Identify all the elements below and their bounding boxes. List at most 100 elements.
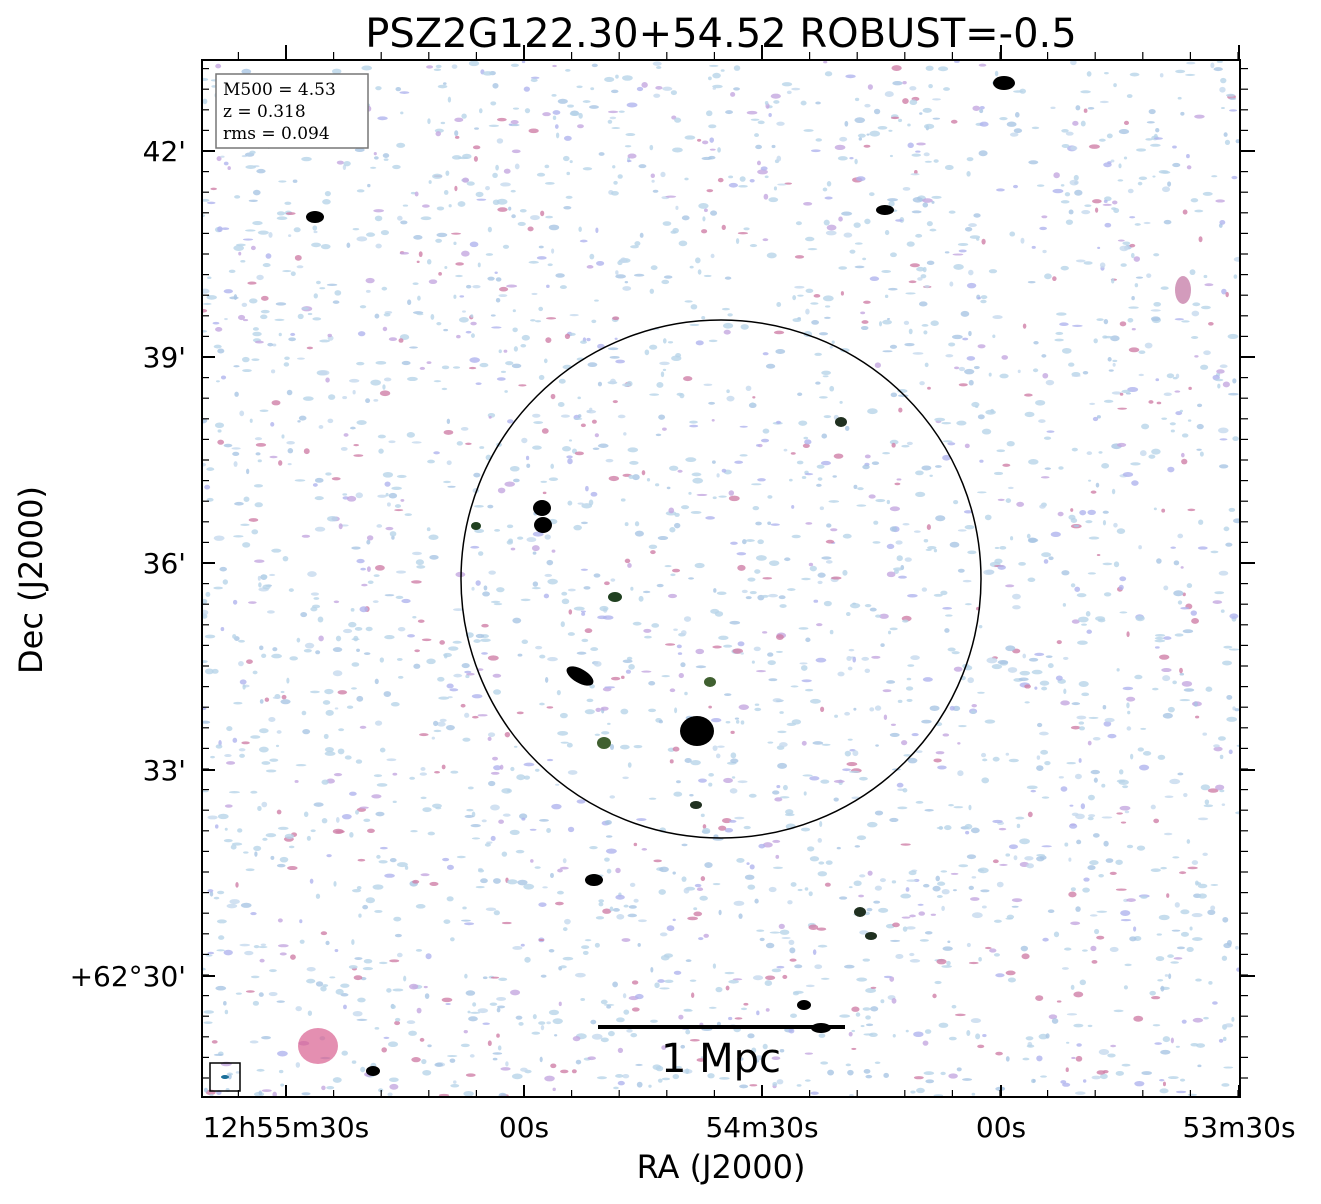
noise-blob	[1213, 746, 1223, 752]
noise-blob	[426, 361, 432, 364]
noise-blob	[949, 705, 955, 711]
noise-blob	[673, 791, 683, 797]
noise-blob	[997, 565, 1006, 570]
noise-blob	[1215, 199, 1226, 203]
noise-blob	[1040, 476, 1050, 479]
noise-blob	[684, 758, 692, 763]
noise-blob	[805, 288, 814, 293]
noise-blob	[461, 250, 470, 257]
noise-blob	[359, 305, 367, 309]
noise-blob	[374, 909, 383, 913]
noise-blob	[204, 634, 216, 639]
noise-blob	[1192, 1017, 1204, 1023]
noise-blob	[1075, 906, 1081, 912]
noise-blob	[306, 346, 313, 350]
noise-blob	[592, 447, 600, 450]
noise-blob	[1041, 686, 1048, 691]
noise-blob	[262, 584, 271, 590]
beam	[221, 1075, 229, 1079]
noise-blob	[584, 709, 595, 715]
noise-blob	[889, 526, 898, 532]
noise-blob	[867, 408, 878, 415]
noise-blob	[613, 180, 618, 185]
noise-blob	[427, 831, 436, 836]
noise-blob	[288, 337, 296, 342]
noise-blob	[416, 312, 424, 316]
noise-blob	[254, 502, 263, 508]
noise-blob	[665, 643, 676, 646]
noise-blob	[1120, 821, 1127, 824]
noise-blob	[560, 414, 570, 418]
noise-blob	[1217, 427, 1229, 434]
noise-blob	[437, 721, 446, 727]
noise-blob	[1082, 887, 1090, 893]
noise-blob	[702, 216, 706, 222]
noise-blob	[800, 100, 807, 106]
noise-blob	[327, 418, 334, 424]
noise-blob	[778, 595, 786, 600]
noise-blob	[514, 163, 520, 170]
noise-blob	[1061, 967, 1069, 970]
noise-blob	[356, 558, 365, 564]
noise-blob	[843, 232, 853, 238]
noise-blob	[790, 882, 797, 887]
noise-blob	[453, 241, 457, 246]
noise-blob	[952, 253, 964, 256]
noise-blob	[787, 900, 793, 905]
noise-blob	[1222, 381, 1230, 388]
noise-blob	[968, 379, 974, 386]
noise-blob	[211, 1040, 218, 1044]
noise-blob	[627, 913, 638, 918]
noise-blob	[895, 540, 903, 545]
noise-blob	[450, 937, 455, 942]
noise-blob	[689, 424, 699, 428]
noise-blob	[767, 660, 776, 666]
noise-blob	[374, 720, 383, 726]
noise-blob	[768, 560, 780, 566]
noise-blob	[620, 708, 629, 715]
noise-blob	[1182, 209, 1188, 215]
noise-blob	[889, 627, 898, 631]
noise-blob	[1167, 954, 1174, 958]
noise-blob	[536, 172, 546, 177]
noise-blob	[833, 779, 845, 783]
noise-blob	[707, 1073, 715, 1079]
noise-blob	[736, 1057, 744, 1062]
noise-blob	[202, 198, 210, 202]
noise-blob	[674, 707, 678, 714]
noise-blob	[478, 551, 484, 556]
noise-blob	[1089, 860, 1099, 866]
noise-blob	[979, 459, 984, 463]
noise-blob	[564, 333, 571, 340]
noise-blob	[677, 469, 683, 473]
noise-blob	[1110, 1044, 1117, 1048]
noise-blob	[577, 396, 581, 400]
noise-blob	[540, 480, 548, 483]
noise-blob	[407, 634, 415, 638]
noise-blob	[510, 989, 521, 996]
noise-blob	[1195, 978, 1202, 982]
noise-blob	[906, 926, 916, 930]
noise-blob	[941, 421, 952, 425]
noise-blob	[1022, 1057, 1030, 1061]
noise-blob	[524, 108, 531, 114]
noise-blob	[660, 371, 665, 378]
noise-blob	[209, 891, 214, 897]
noise-blob	[253, 845, 262, 852]
noise-blob	[629, 460, 639, 465]
noise-blob	[508, 538, 513, 544]
noise-blob	[1040, 1075, 1048, 1078]
noise-blob	[260, 314, 268, 320]
noise-blob	[627, 447, 639, 453]
noise-blob	[234, 501, 244, 506]
noise-blob	[696, 887, 704, 892]
noise-blob	[971, 401, 980, 408]
noise-blob	[1113, 1009, 1124, 1013]
noise-blob	[656, 381, 664, 388]
noise-blob	[724, 693, 732, 697]
noise-blob	[546, 758, 554, 762]
noise-blob	[1200, 305, 1211, 310]
noise-blob	[251, 358, 260, 361]
noise-blob	[490, 771, 500, 775]
noise-blob	[1157, 754, 1166, 760]
